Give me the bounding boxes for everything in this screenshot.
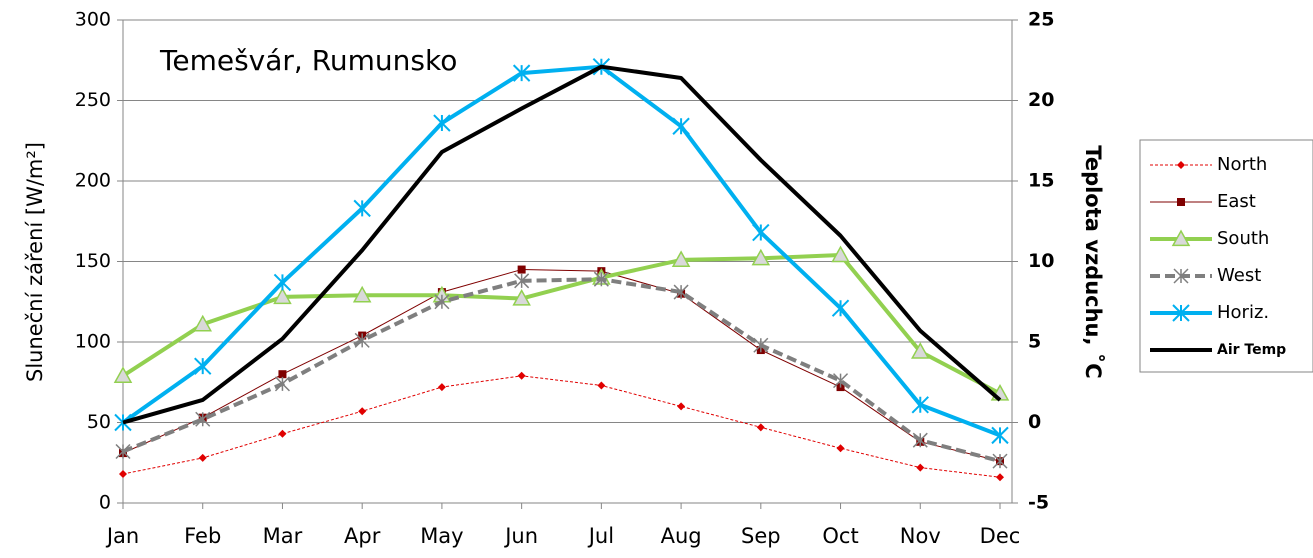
series-line (121, 64, 1001, 438)
marker (996, 473, 1004, 482)
marker (273, 287, 292, 305)
marker (1177, 198, 1185, 206)
marker (1177, 161, 1185, 169)
marker (597, 381, 606, 390)
marker (198, 453, 207, 462)
y-tick-label: 50 (87, 411, 111, 433)
y-axis-label: Sluneční záření [W/m²] (23, 142, 47, 382)
x-tick-label: Jul (587, 524, 614, 548)
y-tick-label: 100 (75, 331, 111, 353)
marker (274, 376, 290, 392)
y-tick-label: 200 (75, 170, 111, 192)
series-line (121, 253, 1001, 396)
marker (353, 199, 371, 218)
marker (352, 285, 372, 303)
y2-tick-label: 20 (1028, 89, 1054, 111)
marker (434, 294, 450, 310)
legend-label: North (1217, 154, 1267, 175)
marker (113, 366, 133, 383)
marker (912, 432, 928, 448)
y2-tick-label: 10 (1028, 250, 1054, 272)
marker (672, 117, 690, 135)
marker (278, 370, 287, 379)
series-line (122, 64, 1002, 425)
marker (517, 265, 526, 274)
y2-tick-label: 5 (1028, 331, 1041, 353)
marker (751, 248, 771, 266)
x-tick-label: Feb (184, 524, 221, 548)
legend-label: East (1217, 191, 1256, 212)
legend-label: Horiz. (1217, 302, 1269, 323)
marker (756, 423, 765, 432)
series-line (122, 375, 1001, 478)
y-tick-label: 300 (75, 9, 111, 31)
marker (910, 342, 930, 359)
x-tick-label: Mar (263, 524, 303, 548)
series-line (122, 277, 1001, 464)
legend-label: South (1217, 228, 1269, 249)
marker (193, 314, 213, 332)
y2-tick-label: 25 (1028, 9, 1054, 31)
marker (1171, 229, 1191, 247)
x-tick-label: Aug (661, 524, 702, 548)
x-tick-label: Oct (822, 524, 858, 548)
marker (671, 250, 691, 268)
x-tick-label: Dec (980, 524, 1021, 548)
marker (433, 114, 451, 132)
legend-label: West (1217, 265, 1261, 286)
marker (673, 284, 689, 300)
marker (354, 332, 370, 348)
marker (831, 299, 850, 317)
x-tick-label: Jan (105, 524, 139, 548)
marker (916, 463, 925, 472)
marker (991, 426, 1009, 445)
marker (194, 357, 212, 375)
marker (512, 288, 531, 306)
marker (437, 383, 446, 392)
marker (831, 245, 850, 263)
marker (512, 64, 531, 82)
legend-box (1139, 139, 1313, 373)
marker (358, 407, 367, 416)
marker (115, 443, 131, 460)
marker (833, 373, 849, 389)
marker (836, 444, 845, 453)
y2-tick-label: 15 (1028, 170, 1054, 192)
x-tick-label: Nov (900, 524, 941, 548)
x-tick-label: Sep (741, 524, 781, 548)
marker (677, 402, 686, 411)
y2-tick-label: -5 (1028, 492, 1049, 514)
marker (119, 470, 127, 479)
marker (992, 453, 1008, 469)
x-tick-label: May (420, 524, 463, 548)
marker (1173, 268, 1189, 284)
y-tick-label: 150 (75, 250, 111, 272)
marker (514, 273, 530, 289)
marker (273, 273, 292, 292)
marker (278, 429, 287, 438)
x-tick-label: Jun (503, 524, 538, 548)
y2-tick-label: 0 (1028, 411, 1041, 433)
marker (1172, 304, 1190, 322)
legend-label: Air Temp (1217, 342, 1286, 358)
y-tick-label: 0 (99, 492, 111, 514)
series-line (122, 269, 1001, 462)
marker (593, 271, 609, 287)
annotation: Temešvár, Rumunsko (159, 44, 457, 77)
marker (517, 371, 526, 380)
marker (195, 411, 211, 427)
marker (753, 337, 769, 353)
y2-axis-label: Teplota vzduchu, ˚C (1081, 145, 1105, 378)
marker (911, 396, 929, 414)
y-tick-label: 250 (75, 89, 111, 111)
x-tick-label: Apr (344, 524, 381, 548)
marker (752, 223, 770, 242)
